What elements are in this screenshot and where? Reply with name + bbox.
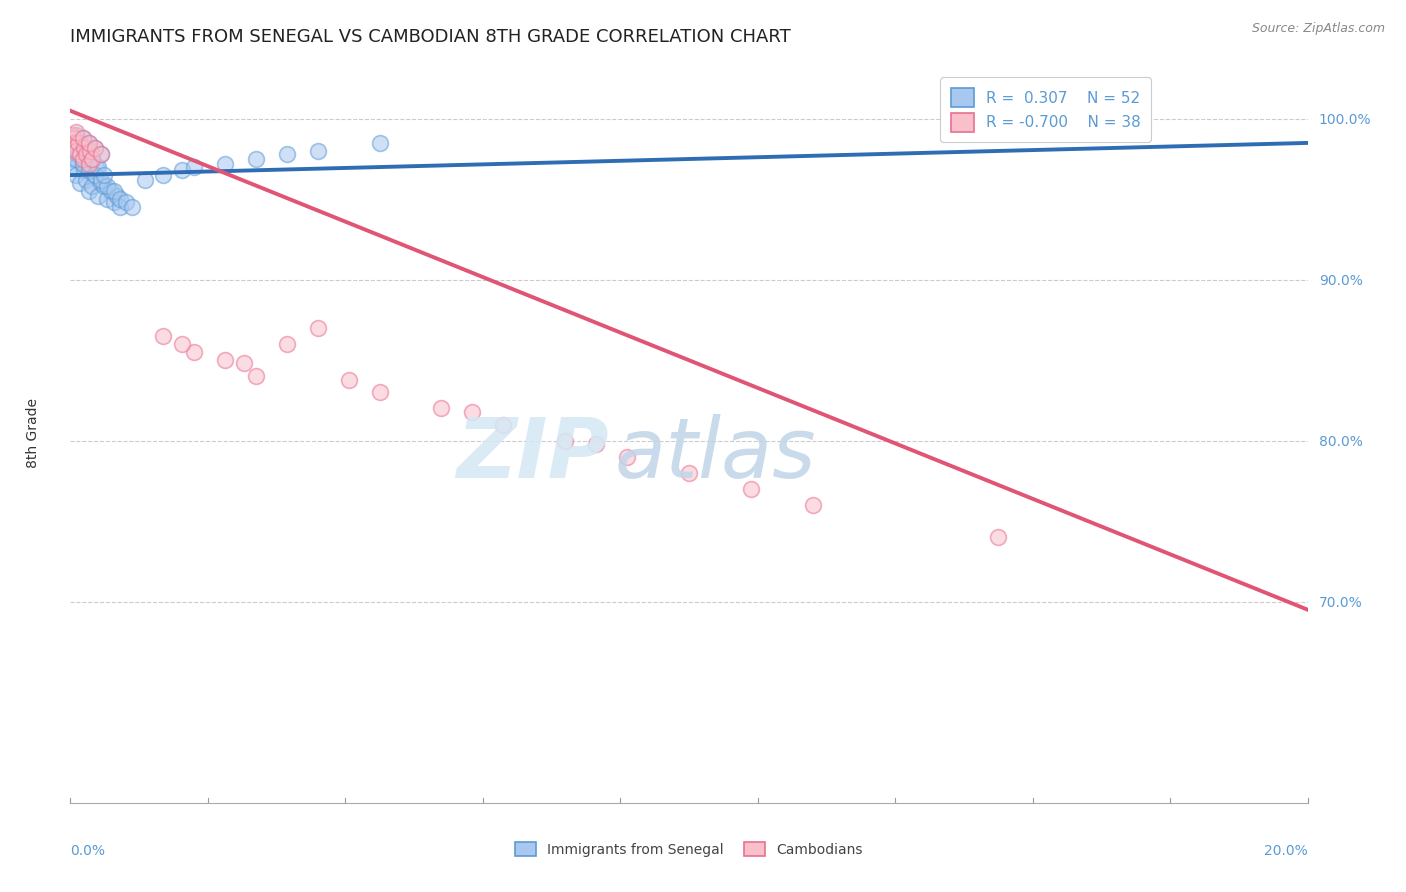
Point: [368, 385, 391, 400]
Point: [66, 136, 89, 150]
Point: [77, 184, 100, 198]
Text: 8th Grade: 8th Grade: [27, 398, 41, 467]
Point: [62, 152, 84, 166]
Point: [103, 184, 125, 198]
Point: [90, 147, 112, 161]
Point: [69, 147, 91, 161]
Point: [585, 437, 607, 451]
Point: [461, 405, 484, 419]
Point: [740, 482, 762, 496]
Point: [75, 144, 97, 158]
Point: [72, 152, 94, 166]
Point: [214, 157, 236, 171]
Point: [103, 195, 125, 210]
Point: [77, 136, 100, 150]
Point: [62, 131, 84, 145]
Point: [60, 144, 83, 158]
Point: [79, 152, 101, 166]
Point: [307, 321, 329, 335]
Point: [368, 136, 391, 150]
Point: [73, 163, 96, 178]
Point: [96, 179, 118, 194]
Point: [108, 192, 131, 206]
Point: [492, 417, 515, 432]
Point: [121, 200, 143, 214]
Point: [63, 136, 86, 150]
Point: [80, 152, 103, 166]
Point: [170, 163, 193, 178]
Point: [65, 144, 87, 158]
Point: [93, 168, 115, 182]
Point: [232, 356, 254, 370]
Point: [84, 160, 107, 174]
Point: [616, 450, 638, 464]
Point: [84, 168, 107, 182]
Text: ZIP: ZIP: [456, 414, 609, 495]
Point: [152, 168, 174, 182]
Point: [60, 128, 83, 142]
Point: [77, 163, 100, 178]
Point: [65, 152, 87, 166]
Point: [75, 147, 97, 161]
Point: [105, 189, 128, 203]
Point: [77, 157, 100, 171]
Text: Source: ZipAtlas.com: Source: ZipAtlas.com: [1251, 22, 1385, 36]
Point: [337, 372, 360, 386]
Point: [987, 530, 1010, 544]
Point: [87, 160, 110, 174]
Text: 0.0%: 0.0%: [70, 844, 105, 857]
Point: [183, 345, 205, 359]
Point: [96, 192, 118, 206]
Point: [245, 369, 267, 384]
Point: [276, 337, 298, 351]
Point: [65, 128, 87, 142]
Point: [69, 136, 91, 150]
Point: [84, 168, 107, 182]
Point: [90, 173, 112, 187]
Point: [214, 353, 236, 368]
Point: [72, 157, 94, 171]
Point: [79, 144, 101, 158]
Point: [276, 147, 298, 161]
Point: [84, 141, 107, 155]
Point: [134, 173, 156, 187]
Point: [90, 176, 112, 190]
Point: [430, 401, 453, 416]
Point: [87, 189, 110, 203]
Point: [245, 152, 267, 166]
Point: [65, 125, 87, 139]
Point: [90, 147, 112, 161]
Point: [73, 141, 96, 155]
Point: [93, 179, 115, 194]
Point: [307, 144, 329, 158]
Point: [115, 195, 138, 210]
Point: [678, 466, 700, 480]
Point: [63, 136, 86, 150]
Point: [65, 160, 87, 174]
Point: [108, 200, 131, 214]
Point: [80, 152, 103, 166]
Text: atlas: atlas: [614, 414, 817, 495]
Point: [65, 141, 87, 155]
Point: [80, 179, 103, 194]
Text: IMMIGRANTS FROM SENEGAL VS CAMBODIAN 8TH GRADE CORRELATION CHART: IMMIGRANTS FROM SENEGAL VS CAMBODIAN 8TH…: [70, 28, 792, 45]
Point: [72, 131, 94, 145]
Point: [152, 329, 174, 343]
Point: [801, 498, 824, 512]
Point: [84, 141, 107, 155]
Point: [69, 176, 91, 190]
Legend: Immigrants from Senegal, Cambodians: Immigrants from Senegal, Cambodians: [509, 837, 869, 863]
Point: [65, 168, 87, 182]
Point: [100, 184, 122, 198]
Text: 20.0%: 20.0%: [1264, 844, 1308, 857]
Point: [72, 157, 94, 171]
Point: [72, 131, 94, 145]
Point: [170, 337, 193, 351]
Point: [554, 434, 576, 448]
Point: [75, 173, 97, 187]
Point: [77, 136, 100, 150]
Point: [66, 147, 89, 161]
Point: [183, 160, 205, 174]
